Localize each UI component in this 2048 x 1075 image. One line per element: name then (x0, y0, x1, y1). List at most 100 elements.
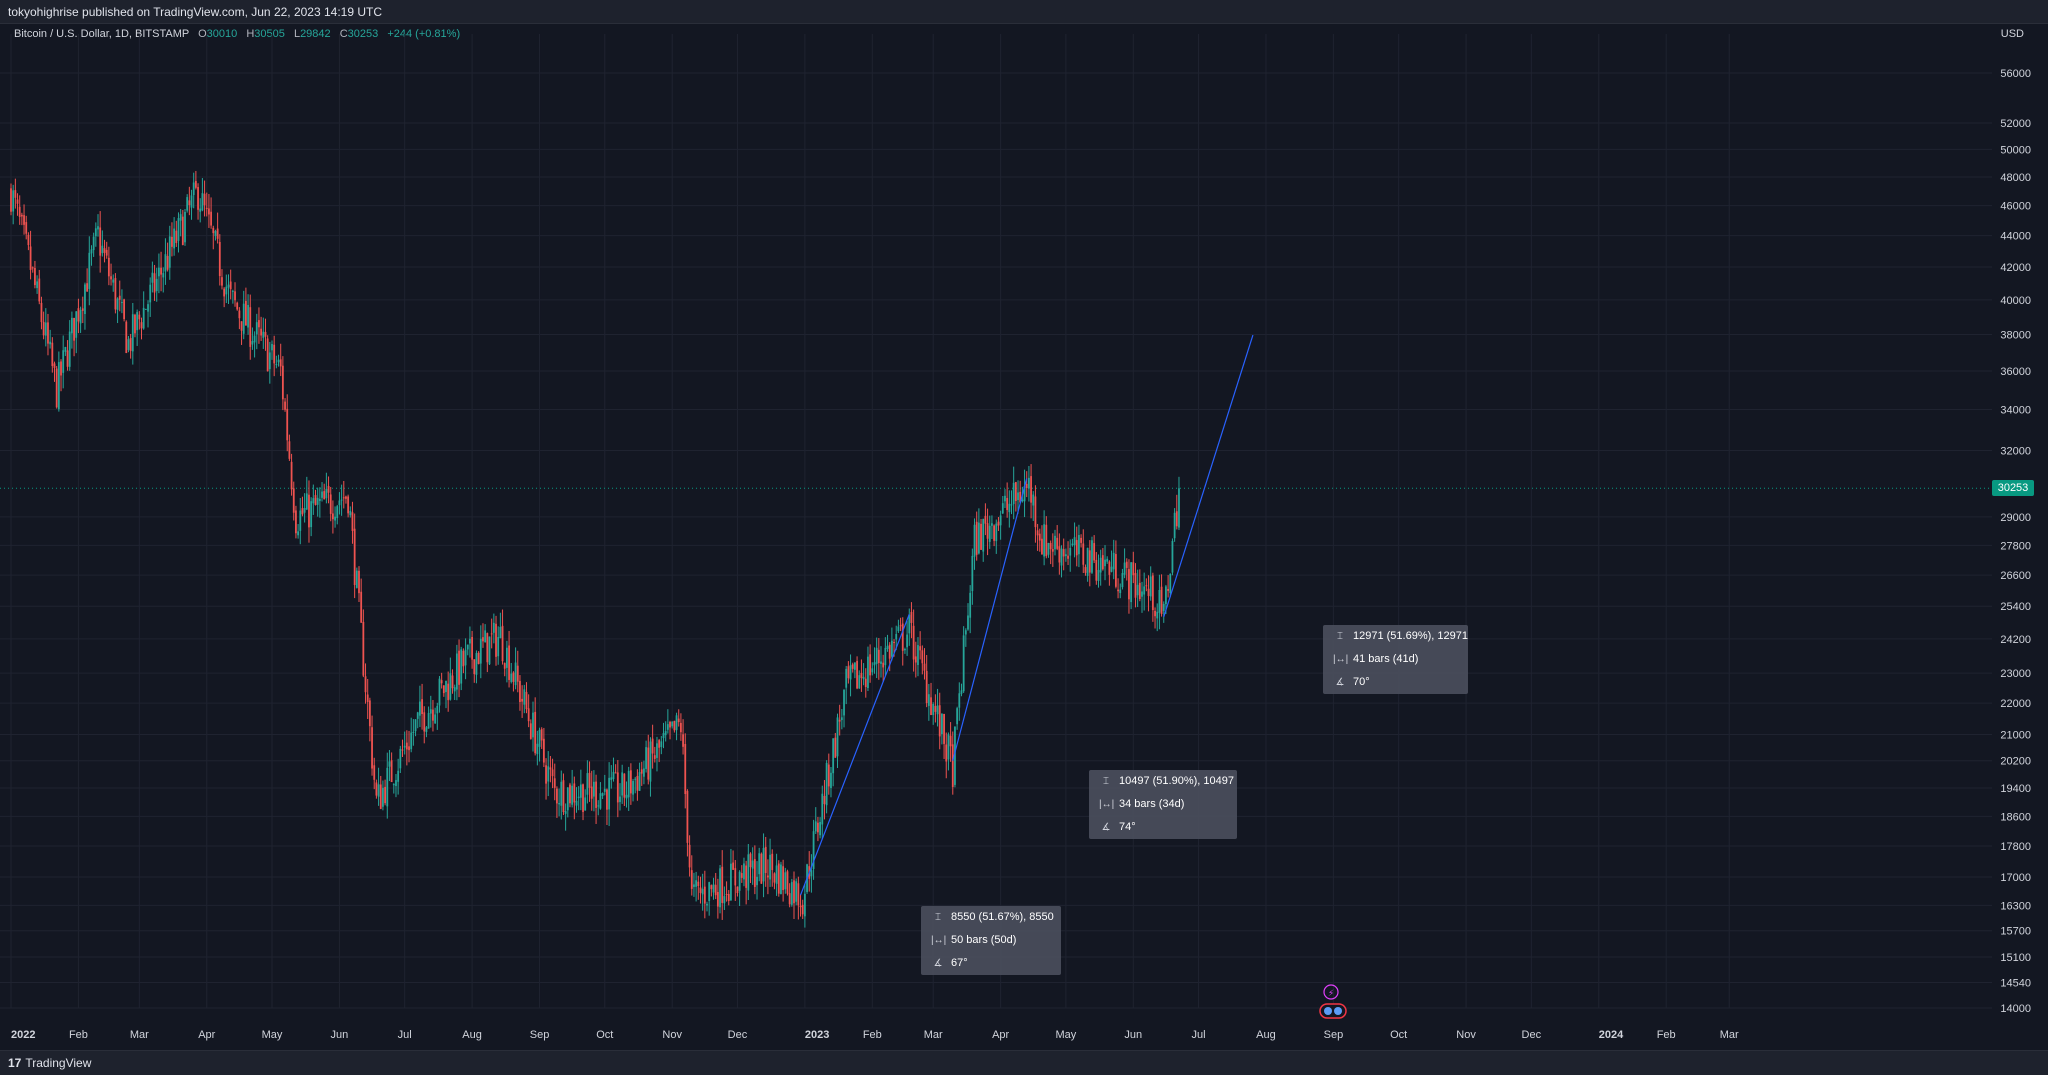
candle-body (168, 236, 171, 268)
candle-body (1036, 530, 1039, 536)
candle-body (321, 491, 323, 498)
candle-body (745, 865, 748, 888)
measure-box-2[interactable]: ⌶ 10497 (51.90%), 10497 |↔| 34 bars (34d) … (1089, 770, 1237, 839)
candle-body (616, 772, 619, 803)
measure-box-3[interactable]: ⌶ 12971 (51.69%), 12971 |↔| 41 bars (41d) … (1323, 625, 1468, 694)
candle-body (1165, 586, 1167, 605)
candle-body (110, 276, 112, 280)
lightning-event-icon (1323, 984, 1339, 1000)
candle-body (725, 894, 728, 896)
y-tick-label: 14540 (2000, 977, 2031, 989)
candle-body (649, 741, 652, 782)
candle-body (281, 365, 284, 400)
candle-body (575, 800, 578, 806)
currency-label[interactable]: USD (2000, 28, 2024, 40)
candle-body (1108, 561, 1111, 575)
x-tick-label: Aug (1256, 1029, 1276, 1041)
candle-body (275, 364, 278, 366)
candle-body (753, 859, 756, 887)
y-tick-label: 27800 (2000, 540, 2031, 552)
candle-body (819, 822, 821, 836)
candle-body (245, 300, 247, 326)
candle-body (1158, 590, 1161, 613)
candle-body (790, 882, 793, 905)
candle-body (412, 731, 415, 733)
candle-body (867, 656, 869, 689)
candle-body (1154, 610, 1156, 617)
candle-body (399, 748, 402, 769)
candle-body (179, 214, 182, 221)
candle-body (708, 882, 711, 902)
footer-bar: 17 TradingView (0, 1050, 2048, 1075)
brand-name[interactable]: TradingView (25, 1056, 92, 1070)
candle-body (534, 711, 537, 754)
candle-body (840, 717, 843, 721)
candle-body (1010, 504, 1013, 506)
candle-body (730, 863, 732, 901)
measure-angle: 70° (1353, 676, 1370, 688)
candle-body (445, 680, 447, 693)
candle-body (55, 368, 58, 408)
price-axis: 14000 14540 15100 15700 16300 17000 17800 18600… (2000, 68, 2031, 1015)
candle-body (573, 783, 576, 803)
candle-body (1058, 546, 1061, 563)
candle-body (458, 650, 460, 685)
candle-body (427, 713, 430, 729)
candle-body (340, 499, 343, 501)
candle-body (893, 641, 895, 643)
candle-body (10, 188, 12, 212)
candle-body (597, 805, 600, 807)
candle-body (160, 267, 162, 275)
candle-body (1106, 558, 1109, 562)
candle-body (218, 242, 221, 277)
candle-body (521, 698, 524, 702)
candle-body (551, 769, 554, 777)
y-tick-label: 21000 (2000, 730, 2031, 742)
candle-body (688, 844, 691, 868)
measure-box-1[interactable]: ⌶ 8550 (51.67%), 8550 |↔| 50 bars (50d) ∡ 6… (921, 906, 1061, 975)
symbol-legend: Bitcoin / U.S. Dollar, 1D, BITSTAMP O300… (14, 28, 460, 40)
measure-bars: 41 bars (41d) (1353, 653, 1419, 665)
us-flag-icon (1334, 1007, 1342, 1015)
candle-body (129, 338, 132, 351)
candle-body (353, 528, 356, 586)
open-value: 30010 (206, 28, 238, 40)
candle-body (873, 662, 876, 666)
candle-body (73, 317, 75, 341)
candle-body (268, 352, 271, 370)
candle-body (532, 712, 534, 738)
candle-body (112, 279, 115, 283)
candle-body (1160, 586, 1163, 614)
candle-body (590, 786, 593, 799)
candle-body (510, 673, 513, 682)
candle-body (147, 304, 149, 312)
candle-body (960, 690, 963, 694)
candle-body (1112, 552, 1115, 570)
trend-line (952, 478, 1028, 761)
candle-body (1125, 561, 1128, 568)
candle-body (186, 197, 189, 211)
candle-body (1021, 499, 1024, 502)
candle-body (1030, 476, 1032, 503)
candle-body (912, 625, 915, 660)
candle-body (586, 773, 589, 795)
candle-body (453, 687, 456, 692)
candle-body (632, 781, 634, 795)
candle-body (856, 660, 858, 689)
candle-body (1173, 512, 1176, 539)
candle-body (1014, 482, 1017, 501)
candle-body (1028, 477, 1030, 489)
candle-body (325, 488, 328, 499)
candle-body (558, 803, 560, 805)
candle-body (279, 359, 282, 367)
price-chart[interactable]: 14000 14540 15100 15700 16300 17000 17800 18600… (0, 24, 2048, 1050)
candle-body (386, 767, 389, 807)
candle-body (27, 234, 30, 246)
candle-body (447, 683, 450, 701)
candle-body (514, 662, 517, 686)
candle-body (529, 723, 532, 739)
candle-body (1101, 555, 1104, 570)
candle-body (895, 634, 898, 640)
candle-body (327, 486, 330, 493)
measure-price: 12971 (51.69%), 12971 (1353, 630, 1468, 642)
